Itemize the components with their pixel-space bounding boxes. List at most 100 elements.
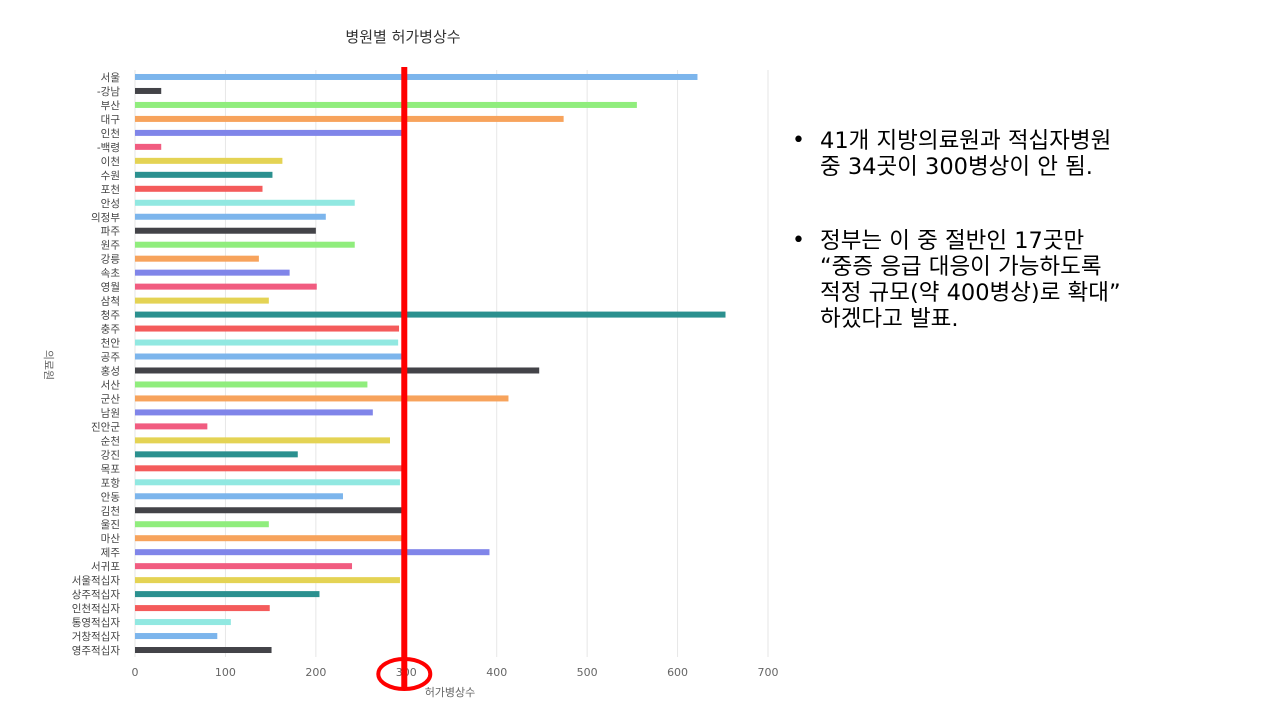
y-tick-label: -백령 — [97, 142, 120, 154]
bar — [135, 199, 355, 206]
y-tick-label: 인천적십자 — [72, 603, 121, 615]
bar — [135, 227, 316, 234]
bar — [135, 255, 259, 262]
y-tick-label: 순천 — [101, 435, 120, 447]
bar — [135, 521, 269, 528]
y-axis-title: 의료원 — [42, 350, 55, 380]
bar — [135, 87, 162, 94]
bar — [135, 129, 407, 136]
y-tick-label: 대구 — [101, 114, 121, 126]
bar — [135, 465, 407, 472]
y-tick-label: -강남 — [97, 86, 120, 98]
y-tick-label: 서귀포 — [91, 561, 120, 573]
y-tick-label: 충주 — [101, 324, 121, 336]
bullet-symbol: • — [792, 228, 805, 253]
bar — [135, 143, 162, 150]
bar — [135, 479, 400, 486]
y-tick-label: 울진 — [101, 519, 120, 531]
bar — [135, 451, 298, 458]
bar — [135, 269, 290, 276]
bar — [135, 507, 407, 514]
bullet-item-2: • 정부는 이 중 절반인 17곳만 “중증 응급 대응이 가능하도록 적정 규… — [792, 228, 1252, 332]
y-tick-label: 공주 — [101, 352, 121, 364]
x-tick-label: 100 — [215, 666, 236, 679]
y-tick-label: 수원 — [101, 170, 120, 182]
y-tick-label: 강릉 — [101, 254, 121, 266]
y-tick-label: 천안 — [101, 338, 121, 350]
y-tick-label: 포항 — [101, 477, 121, 489]
y-tick-label: 안동 — [101, 491, 121, 503]
bullet-symbol: • — [792, 128, 805, 153]
x-tick-label: 600 — [667, 666, 688, 679]
bar — [135, 297, 269, 304]
bar — [135, 311, 726, 318]
bar — [135, 101, 637, 108]
bar — [135, 185, 263, 192]
bullet-line: 하겠다고 발표. — [820, 306, 959, 332]
bar — [135, 633, 218, 640]
bar — [135, 619, 231, 626]
bar — [135, 409, 373, 416]
bar — [135, 283, 317, 290]
y-tick-label: 김천 — [101, 505, 120, 517]
bar — [135, 381, 368, 388]
bar — [135, 535, 407, 542]
y-tick-label: 통영적십자 — [72, 617, 121, 629]
x-axis-labels: 0100200300400500600700 — [132, 666, 779, 679]
y-tick-label: 포천 — [101, 184, 120, 196]
bar — [135, 395, 509, 402]
annotations — [376, 67, 433, 691]
y-tick-label: 청주 — [101, 310, 121, 322]
x-tick-label: 400 — [486, 666, 507, 679]
bar — [135, 423, 208, 430]
y-tick-label: 인천 — [101, 128, 120, 140]
bullet-list: • 41개 지방의료원과 적십자병원 중 34곳이 300병상이 안 됨. • … — [792, 128, 1252, 380]
bullet-line: 41개 지방의료원과 적십자병원 — [820, 128, 1112, 154]
bar — [135, 647, 272, 654]
y-tick-label: 삼척 — [101, 296, 120, 308]
y-tick-label: 남원 — [101, 407, 120, 419]
bar — [135, 367, 540, 374]
bar — [135, 73, 698, 80]
chart-title: 병원별 허가병상수 — [345, 28, 460, 46]
bar — [135, 325, 400, 332]
y-tick-label: 서울적십자 — [72, 575, 121, 587]
bullet-line: 적정 규모(약 400병상)로 확대” — [820, 280, 1121, 306]
bar — [135, 241, 355, 248]
y-tick-label: 영월 — [101, 282, 120, 294]
y-tick-label: 거창적십자 — [72, 631, 121, 643]
bullet-line: 정부는 이 중 절반인 17곳만 — [820, 228, 1085, 254]
y-tick-label: 홍성 — [101, 364, 120, 377]
bar — [135, 213, 326, 220]
bar — [135, 591, 320, 598]
bar — [135, 563, 353, 570]
y-tick-label: 부산 — [101, 100, 121, 112]
y-tick-label: 영주적십자 — [72, 645, 121, 657]
bar — [135, 353, 405, 360]
y-tick-label: 강진 — [101, 449, 120, 461]
bar — [135, 577, 400, 584]
y-tick-label: 서산 — [101, 379, 121, 391]
bar — [135, 605, 270, 612]
bar — [135, 171, 273, 178]
y-tick-label: 안성 — [101, 198, 120, 210]
y-tick-label: 진안군 — [91, 421, 120, 433]
bar — [135, 339, 399, 346]
x-tick-label: 700 — [758, 666, 779, 679]
bar — [135, 493, 343, 500]
y-tick-label: 원주 — [101, 240, 121, 252]
bar — [135, 437, 391, 444]
highlight-circle — [376, 657, 433, 691]
x-axis-title: 허가병상수 — [425, 686, 476, 699]
bar — [135, 157, 283, 164]
x-tick-label: 0 — [132, 666, 139, 679]
bullet-line: “중증 응급 대응이 가능하도록 — [820, 254, 1102, 280]
y-tick-label: 이천 — [101, 156, 120, 168]
bullet-item-1: • 41개 지방의료원과 적십자병원 중 34곳이 300병상이 안 됨. — [792, 128, 1252, 180]
y-tick-label: 마산 — [101, 533, 121, 545]
y-tick-label: 파주 — [101, 226, 121, 238]
y-tick-label: 군산 — [101, 393, 121, 405]
bars — [135, 73, 726, 654]
